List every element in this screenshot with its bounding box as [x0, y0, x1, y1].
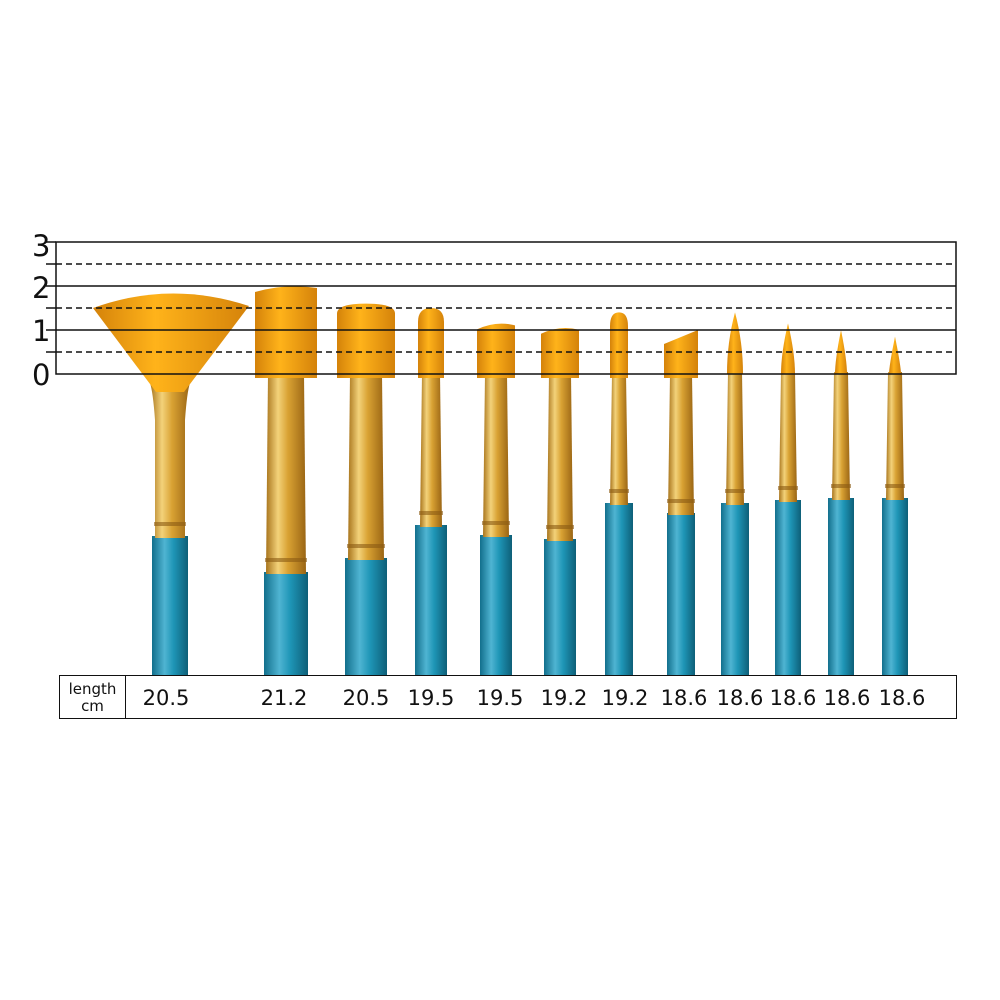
scale-label-3: 3	[32, 229, 51, 263]
paintbrush-round	[415, 308, 447, 676]
brush-ferrule	[266, 374, 306, 574]
brush-bristles	[255, 286, 317, 378]
paintbrush-pointed-round	[721, 312, 749, 676]
length-value: 18.6	[716, 686, 764, 710]
brush-handle	[264, 572, 308, 676]
scale-label-1: 1	[32, 314, 51, 348]
brush-bristles	[781, 323, 795, 374]
ferrule-crimp	[778, 486, 798, 490]
measurement-grid	[46, 241, 957, 375]
brush-ferrule	[610, 374, 628, 505]
paintbrush-filbert	[337, 303, 395, 676]
brush-handle	[415, 525, 447, 676]
brush-ferrule	[779, 372, 797, 502]
length-table: length cm 20.5 21.2 20.5 19.5 19.5 19.2 …	[59, 675, 957, 719]
brush-handle	[775, 500, 801, 676]
brush-ferrule	[150, 376, 190, 538]
brush-ferrule	[483, 374, 509, 537]
length-value: 19.2	[540, 686, 588, 710]
brush-handle	[544, 539, 576, 676]
brush-ferrule	[547, 374, 573, 541]
brush-handle	[605, 503, 633, 676]
brush-bristles	[889, 336, 901, 374]
brush-handle	[667, 513, 695, 676]
ferrule-crimp	[725, 489, 745, 493]
brush-handle	[721, 503, 749, 676]
ferrule-crimp	[347, 544, 385, 548]
ferrule-crimp	[546, 525, 574, 529]
length-value: 18.6	[823, 686, 871, 710]
paintbrush-flat-wide	[255, 286, 317, 676]
ferrule-crimp	[609, 489, 629, 493]
ferrule-crimp	[154, 522, 186, 526]
paintbrush-round	[605, 312, 633, 676]
ferrule-crimp	[419, 511, 443, 515]
brush-ferrule	[726, 372, 744, 505]
ferrule-crimp	[885, 484, 905, 488]
brush-bristles	[418, 308, 444, 378]
length-value: 20.5	[342, 686, 390, 710]
brush-bristles	[664, 330, 698, 378]
brush-ferrule	[832, 372, 850, 500]
paintbrush-flat	[541, 328, 579, 676]
brush-handle	[828, 498, 854, 676]
brush-ferrule	[420, 374, 442, 527]
paintbrush-fan	[93, 293, 249, 676]
ferrule-crimp	[667, 499, 695, 503]
length-value: 19.5	[476, 686, 524, 710]
length-value: 19.5	[407, 686, 455, 710]
length-label: length	[68, 680, 117, 698]
paintbrush-flat	[477, 323, 515, 676]
paintbrush-angle	[664, 330, 698, 676]
ferrule-crimp	[831, 484, 851, 488]
brush-ferrule	[348, 374, 384, 560]
length-value: 20.5	[142, 686, 190, 710]
brush-handle	[480, 535, 512, 676]
paintbrush-pointed-round	[882, 336, 908, 676]
brush-ferrule	[886, 372, 904, 500]
length-value: 21.2	[260, 686, 308, 710]
length-value: 18.6	[660, 686, 708, 710]
length-value: 18.6	[769, 686, 817, 710]
length-value: 19.2	[601, 686, 649, 710]
scale-label-0: 0	[32, 358, 51, 392]
brush-bristles	[93, 293, 249, 392]
brush-bristles	[477, 323, 515, 378]
paintbrush-pointed-round	[828, 330, 854, 676]
ferrule-crimp	[482, 521, 510, 525]
brush-bristles	[727, 312, 743, 374]
scale-label-2: 2	[32, 271, 51, 305]
brush-handle	[882, 498, 908, 676]
brush-bristles	[541, 328, 579, 378]
length-table-header: length cm	[60, 676, 126, 718]
ferrule-crimp	[265, 558, 307, 562]
brush-bristles	[610, 312, 628, 378]
length-value: 18.6	[878, 686, 926, 710]
paintbrush-pointed-round	[775, 323, 801, 676]
brush-ferrule	[668, 374, 694, 515]
unit-label: cm	[81, 697, 104, 715]
brush-handle	[152, 536, 188, 676]
brush-handle	[345, 558, 387, 676]
brushes	[93, 286, 908, 676]
brush-bristles	[337, 303, 395, 378]
